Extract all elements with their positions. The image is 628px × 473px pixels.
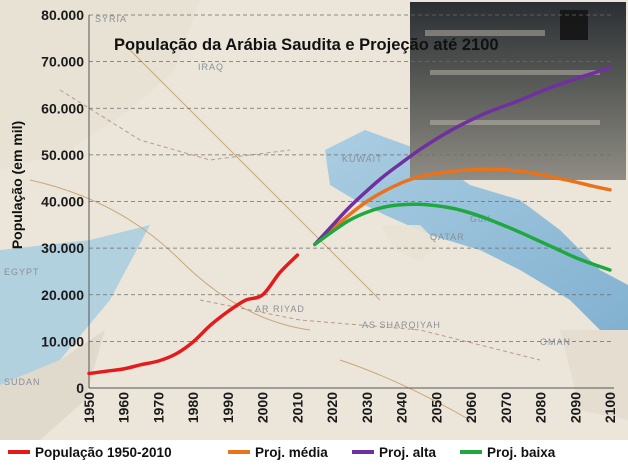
- series-line-3: [313, 202, 612, 272]
- map-label-sudan: SUDAN: [4, 377, 41, 387]
- y-tick-label: 0: [76, 380, 84, 396]
- y-axis-label: População (em mil): [9, 121, 25, 249]
- legend-label: Proj. baixa: [487, 445, 556, 460]
- x-tick-label: 2040: [394, 392, 410, 423]
- x-tick-label: 2010: [289, 392, 305, 423]
- map-label-iraq: IRAQ: [198, 62, 224, 72]
- x-tick-label: 1980: [185, 392, 201, 423]
- legend: População 1950-2010 Proj. média Proj. alta…: [8, 445, 556, 460]
- map-label-oman: OMAN: [540, 337, 571, 347]
- x-tick-label: 1990: [220, 392, 236, 423]
- y-tick-labels: 0 10.000 20.000 30.000 40.000 50.000 60.000 70.…: [41, 7, 84, 396]
- y-tick-label: 80.000: [41, 7, 84, 23]
- legend-label: Proj. média: [255, 445, 328, 460]
- legend-label: Proj. alta: [379, 445, 437, 460]
- y-tick-label: 10.000: [41, 333, 84, 349]
- map-label-syria: SYRIA: [95, 14, 127, 24]
- x-tick-label: 2030: [359, 392, 375, 423]
- y-tick-label: 20.000: [41, 287, 84, 303]
- map-label-as-sharqiyah: AS SHARQIYAH: [362, 320, 441, 330]
- map-label-egypt: EGYPT: [4, 267, 40, 277]
- series-line-0: [87, 253, 300, 376]
- map-label-gulf: Gulf: [470, 214, 491, 224]
- grid-lines: [89, 14, 614, 342]
- series-line-2: [313, 65, 612, 247]
- x-tick-label: 2020: [324, 392, 340, 423]
- axes: [88, 15, 614, 389]
- x-tick-label: 2000: [255, 392, 271, 423]
- series-line-1: [313, 167, 612, 247]
- y-tick-label: 50.000: [41, 147, 84, 163]
- x-tick-label: 2050: [428, 392, 444, 423]
- series-lines: [87, 65, 612, 376]
- y-tick-label: 40.000: [41, 194, 84, 210]
- y-tick-label: 60.000: [41, 100, 84, 116]
- x-tick-labels: 1950 1960 1970 1980 1990 2000 2010 2020 2030 2040…: [81, 392, 618, 423]
- x-tick-label: 1950: [81, 392, 97, 423]
- x-tick-label: 2100: [602, 392, 618, 423]
- y-tick-label: 70.000: [41, 54, 84, 70]
- map-label-qatar: QATAR: [430, 232, 465, 242]
- y-tick-label: 30.000: [41, 240, 84, 256]
- x-tick-label: 2060: [463, 392, 479, 423]
- x-tick-label: 1970: [150, 392, 166, 423]
- map-label-kuwait: KUWAIT: [342, 154, 383, 164]
- legend-label: População 1950-2010: [35, 445, 172, 460]
- map-label-ar-riyad: AR RIYAD: [255, 304, 305, 314]
- chart-title: População da Arábia Saudita e Projeção a…: [114, 36, 499, 54]
- x-tick-label: 2070: [498, 392, 514, 423]
- x-tick-label: 1960: [116, 392, 132, 423]
- x-tick-label: 2080: [533, 392, 549, 423]
- x-tick-label: 2090: [567, 392, 583, 423]
